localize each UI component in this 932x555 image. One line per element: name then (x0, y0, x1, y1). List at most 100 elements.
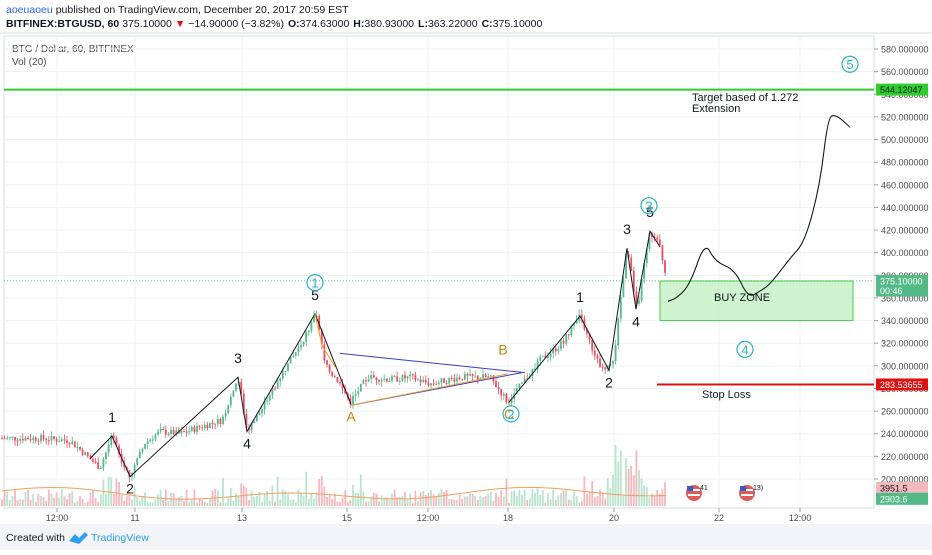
candle-body (622, 278, 625, 297)
candle-body (162, 428, 165, 430)
volume-bar (253, 496, 256, 506)
volume-bar (261, 501, 263, 506)
candle-body (216, 419, 219, 425)
candle-body (209, 423, 211, 429)
candle-body (453, 378, 456, 382)
candle-body (328, 364, 331, 372)
candle-body (396, 376, 399, 382)
candle-body (336, 377, 339, 383)
volume-bar (614, 444, 617, 506)
candle-body (21, 438, 24, 441)
candle-body (94, 461, 97, 463)
candle-body (523, 378, 526, 383)
volume-bar (185, 490, 188, 506)
candle-body (531, 368, 534, 376)
volume-bar (599, 489, 601, 506)
candle-body (307, 330, 310, 333)
volume-bar (432, 494, 435, 506)
volume-bar (430, 490, 432, 506)
volume-bar (289, 499, 292, 506)
volume-bar (427, 493, 430, 506)
footer-created-with: Created with (6, 532, 65, 544)
abc-label: C (504, 406, 514, 422)
candle-body (479, 378, 482, 380)
abc-trend-line[interactable] (349, 373, 509, 406)
price-tag-box (876, 274, 928, 287)
volume-bar (372, 492, 375, 506)
volume-bar (235, 493, 237, 506)
buy-zone-box[interactable] (659, 280, 854, 322)
candle-body (320, 330, 323, 345)
volume-bar (492, 501, 495, 506)
price-tag-label: 2903.6 (880, 494, 908, 504)
volume-bar (417, 501, 419, 506)
volume-bar (601, 492, 604, 506)
candle-body (456, 377, 458, 382)
volume-bar (378, 501, 380, 506)
candle-body (284, 371, 287, 373)
candle-body (427, 382, 430, 386)
volume-bar (515, 495, 518, 506)
volume-bar (146, 501, 149, 506)
symbol-prefix: BITFINEX:BTGUSD, 60 (6, 18, 119, 30)
y-tick-label: 360.000000 (881, 293, 929, 303)
candle-body (331, 371, 334, 377)
triangle-upper-line[interactable] (339, 352, 526, 374)
volume-bar (250, 491, 253, 506)
event-count: 41 (700, 485, 708, 492)
abc-leg-path[interactable] (314, 313, 337, 369)
us-flag-icon[interactable] (686, 485, 702, 501)
volume-bar (66, 499, 68, 506)
candle-body (92, 459, 94, 462)
price-tag-label: 00:46 (880, 286, 903, 296)
close-value: 375.10000 (493, 18, 543, 30)
tradingview-logo-icon[interactable] (69, 532, 88, 544)
candle-body (289, 356, 292, 364)
price-tag-label: 283.53655 (880, 380, 923, 390)
candle-body (203, 424, 206, 429)
candle-body (648, 233, 651, 249)
candle-body (105, 452, 107, 460)
candle-body (240, 382, 243, 394)
candle-body (16, 440, 19, 442)
volume-bar (125, 495, 128, 506)
volume-bar (391, 493, 393, 506)
volume-bar (274, 501, 276, 506)
volume-bar (375, 493, 378, 506)
volume-bar (263, 493, 266, 506)
projection-path[interactable] (667, 115, 851, 302)
candle-body (326, 360, 328, 365)
volume-bar (164, 489, 167, 506)
volume-bar (354, 492, 357, 506)
volume-bar (471, 493, 474, 506)
candle-body (79, 446, 81, 450)
candle-body (448, 377, 451, 384)
y-tick-label: 220.000000 (881, 452, 929, 462)
us-flag-icon[interactable] (739, 485, 755, 501)
wave-count-path[interactable] (508, 229, 661, 403)
volume-bar (42, 496, 45, 506)
open-label: O: (288, 18, 300, 30)
volume-bar (339, 501, 341, 506)
published-text: published on TradingView.com, December 2… (56, 4, 349, 16)
candle-body (370, 375, 373, 380)
candle-body (292, 355, 295, 357)
footer-brand[interactable]: TradingView (91, 532, 149, 544)
volume-bar (136, 497, 139, 506)
volume-bar (357, 493, 360, 506)
wave-count-label: 1 (108, 409, 116, 425)
candle-body (619, 296, 622, 319)
candle-body (261, 409, 263, 414)
candle-body (505, 394, 508, 402)
candle-body (196, 425, 198, 432)
volume-bar (466, 496, 469, 506)
y-tick-label: 340.000000 (881, 316, 929, 326)
volume-bar (645, 486, 648, 506)
candle-body (73, 441, 76, 448)
candle-body (567, 334, 570, 336)
candle-body (357, 391, 360, 394)
candle-body (526, 378, 529, 380)
candle-body (362, 380, 365, 384)
candle-body (99, 467, 102, 469)
